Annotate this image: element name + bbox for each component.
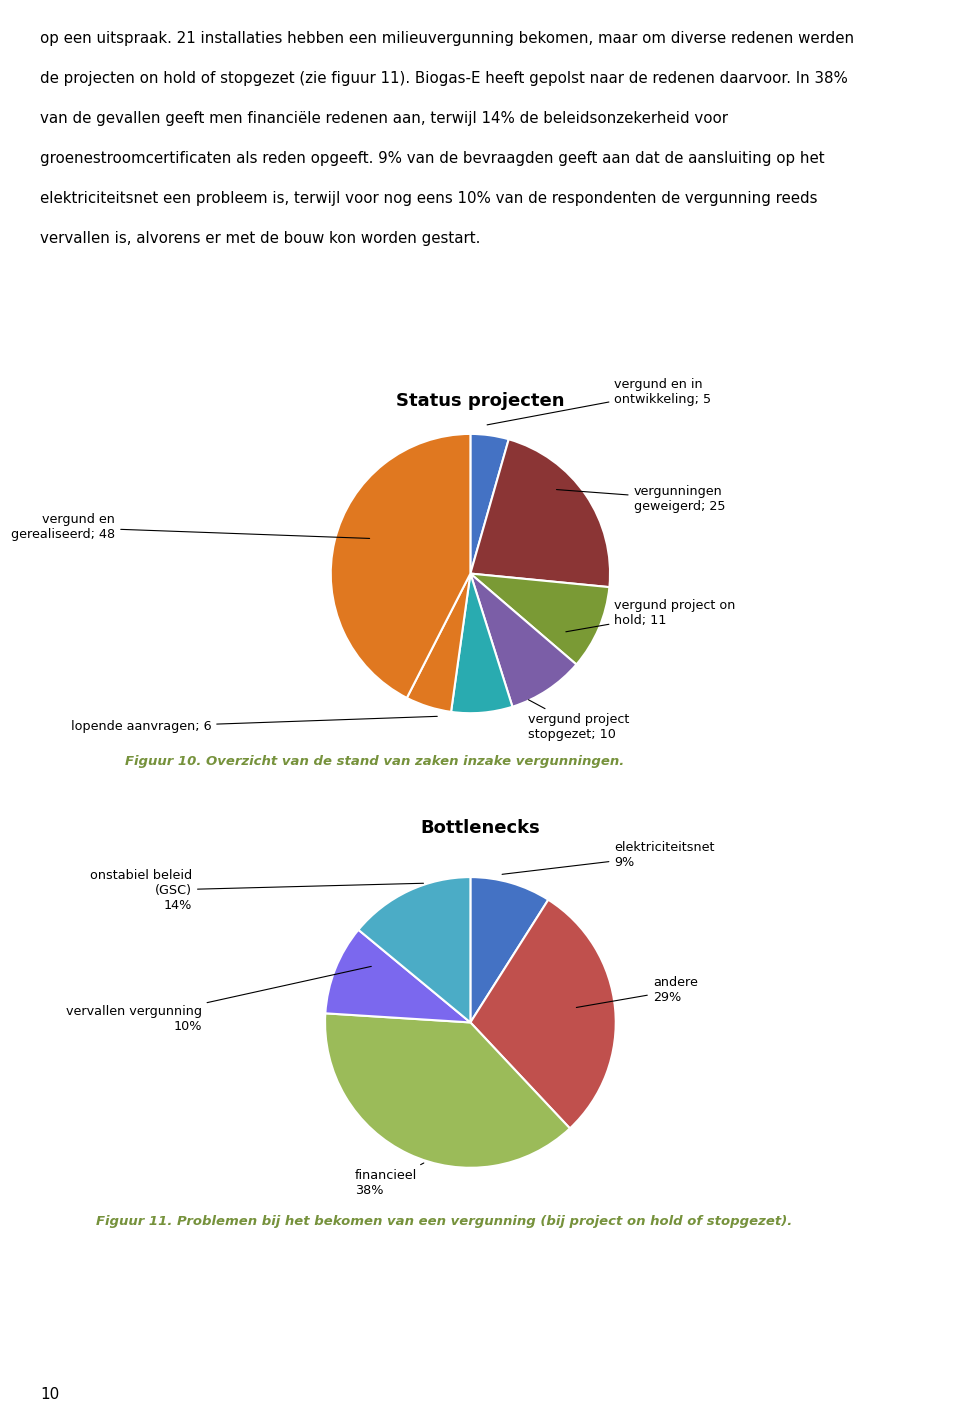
Text: vervallen vergunning
10%: vervallen vergunning 10% — [65, 966, 372, 1033]
Wedge shape — [470, 876, 548, 1023]
Wedge shape — [451, 574, 513, 712]
Text: elektriciteitsnet een probleem is, terwijl voor nog eens 10% van de respondenten: elektriciteitsnet een probleem is, terwi… — [40, 191, 818, 207]
Wedge shape — [470, 439, 610, 587]
Text: Status projecten: Status projecten — [396, 392, 564, 410]
Text: van de gevallen geeft men financiële redenen aan, terwijl 14% de beleidsonzekerh: van de gevallen geeft men financiële red… — [40, 111, 729, 127]
Text: financieel
38%: financieel 38% — [355, 1163, 423, 1197]
Text: vergunningen
geweigerd; 25: vergunningen geweigerd; 25 — [557, 485, 725, 513]
Text: Figuur 10. Overzicht van de stand van zaken inzake vergunningen.: Figuur 10. Overzicht van de stand van za… — [125, 755, 624, 768]
Text: groenestroomcertificaten als reden opgeeft. 9% van de bevraagden geeft aan dat d: groenestroomcertificaten als reden opgee… — [40, 151, 825, 167]
Text: vergund en in
ontwikkeling; 5: vergund en in ontwikkeling; 5 — [487, 378, 711, 425]
Text: lopende aanvragen; 6: lopende aanvragen; 6 — [71, 717, 437, 734]
Wedge shape — [470, 574, 576, 707]
Text: vergund project on
hold; 11: vergund project on hold; 11 — [565, 598, 735, 631]
Text: andere
29%: andere 29% — [576, 976, 698, 1007]
Text: 10: 10 — [40, 1388, 60, 1402]
Text: onstabiel beleid
(GSC)
14%: onstabiel beleid (GSC) 14% — [90, 869, 423, 912]
Wedge shape — [358, 876, 470, 1023]
Wedge shape — [470, 435, 509, 574]
Text: vervallen is, alvorens er met de bouw kon worden gestart.: vervallen is, alvorens er met de bouw ko… — [40, 231, 481, 247]
Wedge shape — [325, 1013, 570, 1167]
Text: op een uitspraak. 21 installaties hebben een milieuvergunning bekomen, maar om d: op een uitspraak. 21 installaties hebben… — [40, 31, 854, 47]
Text: Bottlenecks: Bottlenecks — [420, 819, 540, 838]
Wedge shape — [407, 574, 470, 712]
Wedge shape — [331, 433, 470, 698]
Wedge shape — [325, 929, 470, 1023]
Text: Figuur 11. Problemen bij het bekomen van een vergunning (bij project on hold of : Figuur 11. Problemen bij het bekomen van… — [96, 1216, 792, 1228]
Text: vergund en
gerealiseerd; 48: vergund en gerealiseerd; 48 — [12, 513, 370, 542]
Text: vergund project
stopgezet; 10: vergund project stopgezet; 10 — [528, 700, 630, 741]
Wedge shape — [470, 574, 610, 664]
Text: elektriciteitsnet
9%: elektriciteitsnet 9% — [502, 841, 715, 875]
Text: de projecten on hold of stopgezet (zie figuur 11). Biogas-E heeft gepolst naar d: de projecten on hold of stopgezet (zie f… — [40, 71, 849, 87]
Wedge shape — [470, 899, 615, 1129]
